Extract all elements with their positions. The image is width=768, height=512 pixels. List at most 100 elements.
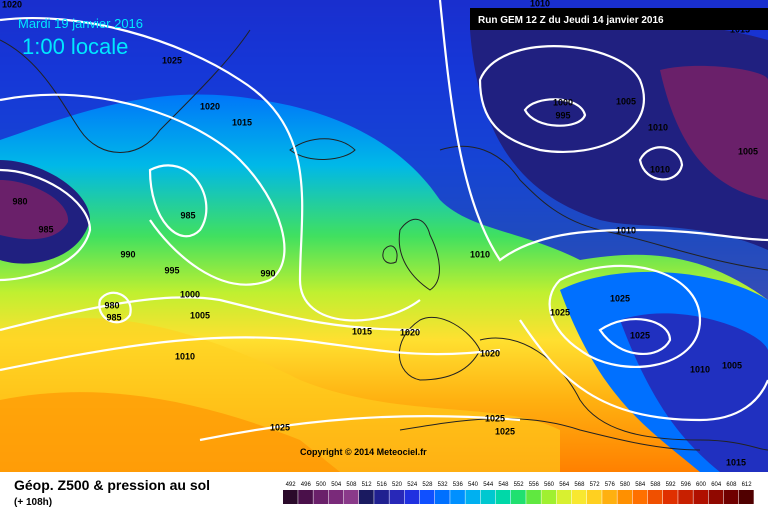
scale-label: 588	[650, 482, 661, 488]
isobar-label: 995	[555, 110, 570, 120]
scale-label: 544	[483, 482, 494, 488]
isobar-label: 1020	[480, 348, 500, 358]
isobar-label: 1010	[616, 225, 636, 235]
scale-swatch	[663, 490, 678, 504]
scale-swatch	[480, 490, 496, 504]
scale-swatch	[298, 490, 313, 504]
isobar-label: 1000	[180, 289, 200, 299]
scale-label: 500	[316, 482, 327, 488]
scale-swatch	[283, 490, 298, 504]
footer-lead: (+ 108h)	[14, 497, 52, 508]
scale-swatch	[374, 490, 389, 504]
scale-label: 548	[498, 482, 509, 488]
scale-swatch	[556, 490, 572, 504]
isobar-label: 1015	[232, 117, 252, 127]
isobar-labels: 1020 1025 1020 1015 980 985 985 990 995 990 1000 98…	[2, 0, 758, 467]
scale-swatch	[678, 490, 693, 504]
scale-label: 596	[681, 482, 692, 488]
isobar-label: 985	[180, 210, 195, 220]
isobar-label: 1005	[616, 96, 636, 106]
scale-label: 572	[590, 482, 601, 488]
isobar-label: 1025	[495, 426, 515, 436]
scale-swatch	[571, 490, 587, 504]
scale-swatch	[647, 490, 663, 504]
isobar-label: 990	[260, 268, 275, 278]
scale-swatch	[419, 490, 435, 504]
isobar-label: 1025	[270, 422, 290, 432]
scale-swatch	[465, 490, 481, 504]
isobar-label: 1020	[200, 101, 220, 111]
scale-swatch	[708, 490, 724, 504]
scale-label: 580	[620, 482, 631, 488]
isobar-label: 1010	[650, 164, 670, 174]
scale-label: 552	[514, 482, 525, 488]
isobar-label: 1025	[630, 330, 650, 340]
isobar-label: 1010	[530, 0, 550, 8]
scale-swatch	[632, 490, 648, 504]
scale-swatch	[328, 490, 344, 504]
scale-swatch	[602, 490, 617, 504]
scale-label: 540	[468, 482, 479, 488]
scale-label: 532	[438, 482, 449, 488]
isobar-label: 1025	[485, 413, 505, 423]
isobars	[0, 0, 768, 440]
isobar-label: 985	[38, 224, 53, 234]
scale-label: 612	[742, 482, 753, 488]
map-field	[0, 0, 768, 472]
scale-label: 576	[605, 482, 616, 488]
scale-swatch	[435, 490, 450, 504]
scale-swatch	[739, 490, 754, 504]
scale-label: 568	[574, 482, 585, 488]
scale-label: 536	[453, 482, 464, 488]
scale-label: 524	[407, 482, 418, 488]
isobar-label: 1000	[553, 97, 573, 107]
isobar-label: 990	[120, 249, 135, 259]
scale-swatch	[541, 490, 557, 504]
scale-label: 492	[286, 482, 297, 488]
scale-swatch	[587, 490, 602, 504]
isobar-label: 1010	[690, 364, 710, 374]
scale-label: 600	[696, 482, 707, 488]
scale-swatch	[404, 490, 420, 504]
scale-swatch	[723, 490, 739, 504]
isobar-label: 1020	[400, 327, 420, 337]
scale-label: 584	[635, 482, 646, 488]
scale-swatch	[526, 490, 541, 504]
scale-swatch	[313, 490, 329, 504]
isobar-label: 985	[106, 312, 121, 322]
scale-label: 520	[392, 482, 403, 488]
isobar-label: 1015	[726, 457, 746, 467]
scale-swatch	[450, 490, 465, 504]
isobar-label: 1025	[162, 55, 182, 65]
scale-swatch	[359, 490, 374, 504]
scale-swatch	[343, 490, 359, 504]
scale-label: 556	[529, 482, 540, 488]
scale-swatch	[693, 490, 709, 504]
isobar-label: 1010	[648, 122, 668, 132]
scale-swatch	[617, 490, 633, 504]
isobar-label: 980	[104, 300, 119, 310]
footer-title: Géop. Z500 & pression au sol	[14, 477, 210, 493]
scale-label: 508	[346, 482, 357, 488]
scale-label: 528	[422, 482, 433, 488]
scale-label: 592	[666, 482, 677, 488]
scale-label: 504	[331, 482, 342, 488]
isobar-label: 1005	[190, 310, 210, 320]
isobar-label: 1005	[738, 146, 758, 156]
isobar-label: 1025	[550, 307, 570, 317]
scale-label: 516	[377, 482, 388, 488]
scale-label: 496	[301, 482, 312, 488]
isobar-label: 1020	[2, 0, 22, 9]
coastlines	[0, 29, 768, 451]
scale-label: 560	[544, 482, 555, 488]
isobar-label: 1015	[730, 24, 750, 34]
isobar-label: 1015	[352, 326, 372, 336]
run-banner	[470, 8, 768, 30]
run-info: Run GEM 12 Z du Jeudi 14 janvier 2016	[478, 15, 664, 26]
scale-label: 564	[559, 482, 570, 488]
isobar-label: 995	[164, 265, 179, 275]
time: 1:00 locale	[22, 34, 128, 59]
date: Mardi 19 janvier 2016	[18, 16, 143, 31]
color-scale: 492 496 500 504 508 512 516 520 524 528 532 536 540 5…	[283, 482, 754, 504]
